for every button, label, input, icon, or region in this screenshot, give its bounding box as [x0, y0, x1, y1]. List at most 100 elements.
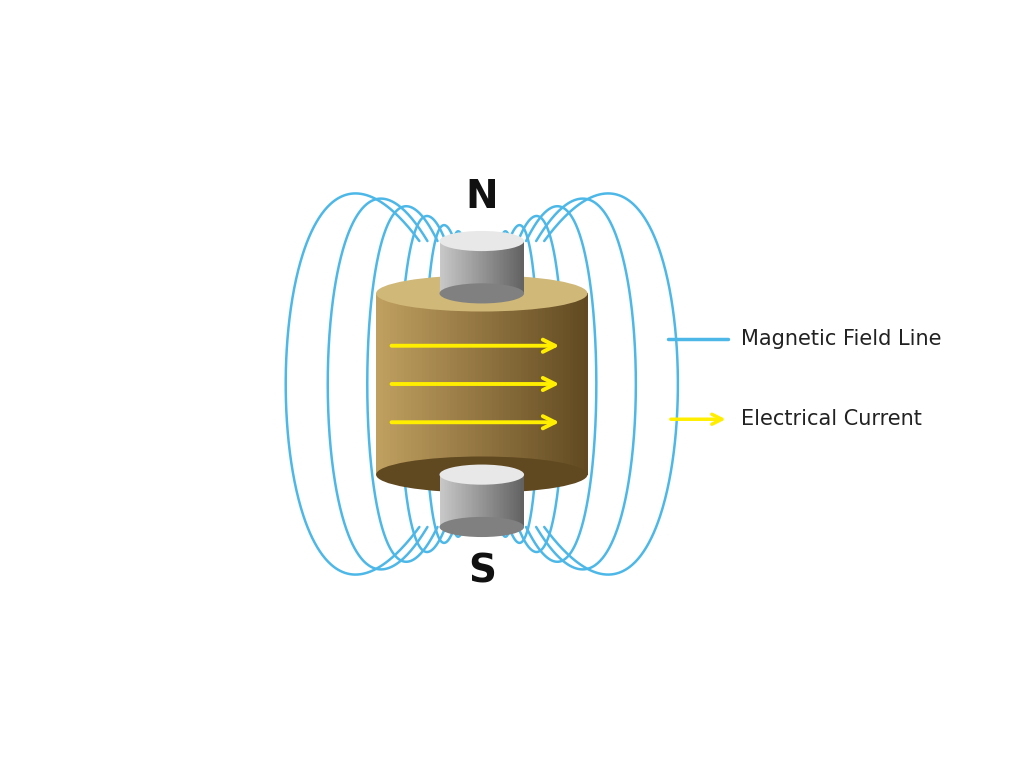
Polygon shape [439, 293, 443, 475]
Polygon shape [475, 241, 476, 293]
Polygon shape [549, 293, 552, 475]
Polygon shape [522, 241, 524, 293]
Polygon shape [462, 475, 464, 527]
Polygon shape [490, 241, 492, 293]
Polygon shape [514, 475, 516, 527]
Polygon shape [412, 293, 415, 475]
Polygon shape [500, 475, 502, 527]
Polygon shape [510, 475, 511, 527]
Polygon shape [521, 475, 522, 527]
Polygon shape [455, 241, 457, 293]
Polygon shape [439, 475, 441, 527]
Polygon shape [570, 293, 573, 475]
Polygon shape [472, 475, 473, 527]
Polygon shape [539, 293, 542, 475]
Polygon shape [509, 241, 510, 293]
Polygon shape [451, 293, 454, 475]
Polygon shape [450, 241, 451, 293]
Polygon shape [503, 293, 507, 475]
Polygon shape [485, 293, 488, 475]
Polygon shape [493, 293, 496, 475]
Polygon shape [499, 241, 500, 293]
Polygon shape [556, 293, 559, 475]
Polygon shape [450, 475, 451, 527]
Polygon shape [487, 475, 488, 527]
Polygon shape [511, 475, 513, 527]
Polygon shape [459, 241, 461, 293]
Polygon shape [498, 241, 499, 293]
Polygon shape [451, 475, 453, 527]
Polygon shape [486, 241, 487, 293]
Polygon shape [471, 293, 475, 475]
Polygon shape [376, 293, 380, 475]
Polygon shape [453, 475, 454, 527]
Polygon shape [492, 475, 494, 527]
Polygon shape [415, 293, 419, 475]
Polygon shape [432, 293, 436, 475]
Polygon shape [383, 293, 387, 475]
Polygon shape [509, 475, 510, 527]
Polygon shape [404, 293, 408, 475]
Polygon shape [478, 293, 482, 475]
Polygon shape [487, 241, 488, 293]
Polygon shape [507, 293, 510, 475]
Polygon shape [465, 241, 466, 293]
Polygon shape [445, 241, 446, 293]
Polygon shape [573, 293, 577, 475]
Ellipse shape [439, 465, 524, 485]
Polygon shape [513, 241, 514, 293]
Text: N: N [466, 178, 498, 216]
Polygon shape [482, 241, 483, 293]
Ellipse shape [376, 275, 588, 312]
Polygon shape [462, 241, 464, 293]
Polygon shape [442, 475, 443, 527]
Polygon shape [468, 293, 471, 475]
Polygon shape [503, 475, 505, 527]
Polygon shape [505, 475, 506, 527]
Polygon shape [443, 293, 446, 475]
Polygon shape [429, 293, 432, 475]
Polygon shape [545, 293, 549, 475]
Polygon shape [552, 293, 556, 475]
Polygon shape [461, 475, 462, 527]
Polygon shape [514, 241, 516, 293]
Polygon shape [465, 475, 466, 527]
Polygon shape [466, 475, 468, 527]
Polygon shape [484, 241, 486, 293]
Polygon shape [503, 241, 505, 293]
Polygon shape [510, 241, 511, 293]
Polygon shape [502, 475, 503, 527]
Polygon shape [380, 293, 383, 475]
Polygon shape [387, 293, 390, 475]
Polygon shape [513, 293, 517, 475]
Polygon shape [480, 475, 482, 527]
Polygon shape [498, 475, 499, 527]
Polygon shape [495, 475, 496, 527]
Polygon shape [454, 241, 455, 293]
Polygon shape [507, 475, 509, 527]
Polygon shape [577, 293, 581, 475]
Polygon shape [482, 475, 483, 527]
Polygon shape [535, 293, 539, 475]
Polygon shape [542, 293, 545, 475]
Ellipse shape [439, 283, 524, 303]
Polygon shape [527, 293, 531, 475]
Polygon shape [510, 293, 513, 475]
Polygon shape [492, 241, 494, 293]
Polygon shape [400, 293, 404, 475]
Polygon shape [513, 475, 514, 527]
Polygon shape [480, 241, 482, 293]
Polygon shape [469, 475, 470, 527]
Polygon shape [393, 293, 397, 475]
Polygon shape [461, 241, 462, 293]
Polygon shape [566, 293, 570, 475]
Polygon shape [507, 241, 509, 293]
Ellipse shape [439, 231, 524, 251]
Polygon shape [475, 475, 476, 527]
Polygon shape [517, 293, 520, 475]
Polygon shape [459, 475, 461, 527]
Polygon shape [506, 241, 507, 293]
Polygon shape [475, 293, 478, 475]
Polygon shape [511, 241, 513, 293]
Polygon shape [390, 293, 393, 475]
